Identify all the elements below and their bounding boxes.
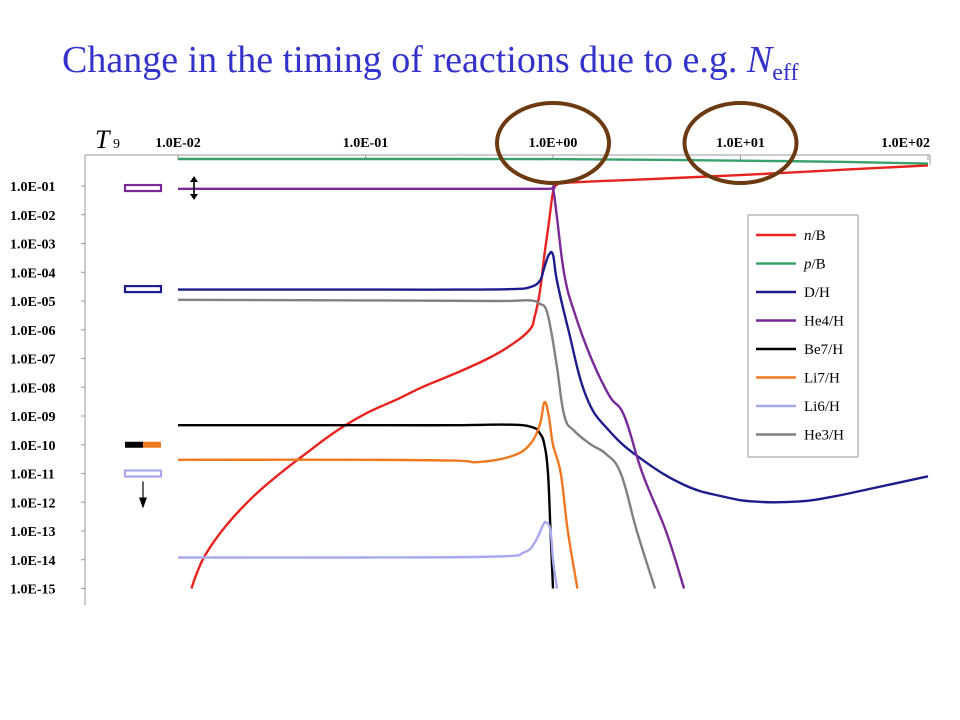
legend-label-italic: p [803, 257, 812, 273]
legend-label-text: He3/H [804, 428, 844, 444]
legend-label-n-b: n/B [804, 228, 826, 244]
observation-marker [123, 183, 163, 193]
x-axis-title-subscript: 9 [113, 137, 120, 152]
legend-label-italic: n [804, 228, 812, 244]
observation-marker [123, 469, 163, 478]
series-line-be7-h [177, 423, 555, 589]
y-tick-label: 1.0E-02 [10, 209, 56, 224]
series-line-li7-h [177, 400, 579, 589]
slide-title: Change in the timing of reactions due to… [62, 38, 942, 87]
title-text: Change in the timing of reactions due to… [62, 39, 747, 81]
y-tick-label: 1.0E-04 [10, 266, 56, 281]
y-tick-label: 1.0E-08 [10, 381, 56, 396]
highlight-circle [682, 101, 799, 185]
y-tick-label: 1.0E-06 [10, 324, 56, 339]
y-tick-label: 1.0E-14 [10, 554, 56, 569]
legend-label-text: D/H [804, 285, 830, 301]
axes: T 9 1.0E-02 1.0E-01 1.0E+00 1.0E+01 1.0E+02 1.0… [10, 125, 931, 605]
legend-label-d-h: D/H [804, 285, 830, 301]
highlight-circle [495, 101, 611, 185]
y-tick-label: 1.0E-11 [10, 468, 55, 483]
upper-limit-arrow-head [139, 497, 147, 509]
y-tick-label: 1.0E-01 [10, 180, 56, 195]
double-arrow-head-up [190, 176, 198, 183]
legend-label-p-b: p/B [803, 257, 826, 273]
x-tick-label: 1.0E+01 [716, 136, 765, 151]
legend-label-li6-h: Li6/H [804, 399, 840, 415]
legend-label-he3-h: He3/H [804, 428, 844, 444]
y-tick-label: 1.0E-13 [10, 525, 56, 540]
observation-marker [123, 284, 163, 294]
legend-label-text: Be7/H [804, 342, 843, 358]
y-tick-label: 1.0E-12 [10, 496, 56, 511]
y-tick-label: 1.0E-03 [10, 238, 56, 253]
legend-label-text: Li6/H [804, 399, 840, 415]
x-tick-label: 1.0E+00 [529, 136, 578, 151]
y-tick-label: 1.0E-05 [10, 295, 56, 310]
title-subscript: eff [772, 60, 799, 86]
y-tick-label: 1.0E-15 [10, 583, 56, 598]
x-tick-label: 1.0E+02 [881, 136, 930, 151]
series-line-d-h [178, 250, 929, 504]
observation-marker [125, 441, 143, 448]
legend-label-text: /B [812, 228, 826, 244]
y-tick-label: 1.0E-09 [10, 410, 56, 425]
legend-label-text: Li7/H [804, 371, 840, 387]
legend-label-li7-h: Li7/H [804, 371, 840, 387]
double-arrow-head-down [190, 194, 198, 201]
series-line-li6-h [177, 520, 559, 589]
legend-label-text: He4/H [804, 314, 844, 330]
legend-label-be7-h: Be7/H [804, 342, 843, 358]
highlight-circles [495, 101, 799, 185]
series-line-he3-h [177, 298, 657, 589]
legend-label-he4-h: He4/H [804, 314, 844, 330]
observation-marker [143, 441, 161, 448]
series-layer [177, 157, 929, 589]
y-tick-label: 1.0E-10 [10, 439, 56, 454]
x-tick-label: 1.0E-02 [155, 136, 201, 151]
legend-box [747, 214, 859, 458]
x-axis-title: T [95, 125, 111, 154]
title-variable: N [746, 39, 773, 81]
observation-markers [123, 176, 198, 509]
legend-label-text: /B [812, 257, 826, 273]
series-line-p-b [178, 157, 929, 165]
x-tick-label: 1.0E-01 [343, 136, 389, 151]
series-line-n-b [190, 164, 929, 589]
y-tick-label: 1.0E-07 [10, 353, 56, 368]
series-line-he4-h [178, 185, 686, 589]
